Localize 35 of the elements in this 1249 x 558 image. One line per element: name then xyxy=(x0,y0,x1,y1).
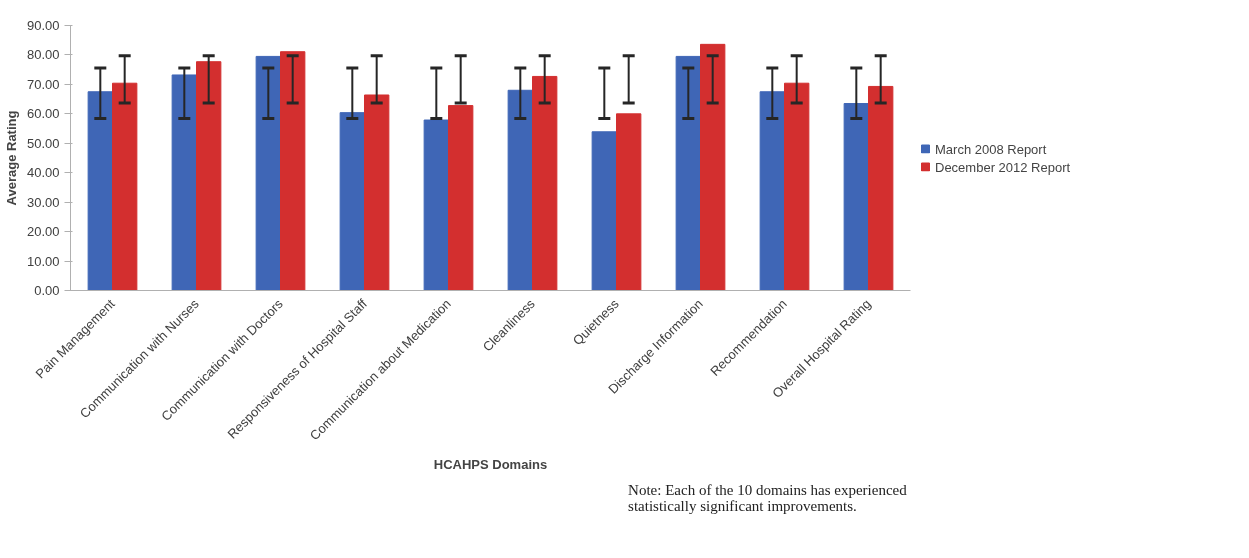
bar xyxy=(532,75,558,291)
text: Note: Each of the 10 domains has experienced statistically significant improvements. xyxy=(628,481,908,514)
bar xyxy=(700,43,726,291)
bar xyxy=(675,55,701,291)
y-tick-label: 90.00 xyxy=(26,18,60,33)
bar xyxy=(339,112,365,291)
bar xyxy=(255,55,281,291)
bar xyxy=(591,131,617,291)
y-tick-label: 70.00 xyxy=(26,76,60,92)
bar xyxy=(112,82,138,291)
bar xyxy=(507,89,533,291)
y-tick-label: 50.00 xyxy=(26,135,60,151)
bar xyxy=(280,51,306,291)
bar xyxy=(759,91,785,291)
bar xyxy=(784,82,810,291)
y-tick-label: 30.00 xyxy=(26,194,60,210)
y-tick-label: 40.00 xyxy=(26,165,60,181)
y-tick-label: 60.00 xyxy=(26,106,60,122)
bar xyxy=(171,74,197,291)
bar xyxy=(616,113,642,291)
legend-label: December 2012 Report xyxy=(935,159,1071,174)
bar xyxy=(423,119,449,291)
y-tick-label: 10.00 xyxy=(26,253,60,269)
bar xyxy=(364,94,390,291)
bar xyxy=(196,61,222,291)
x-axis-title: HCAHPS Domains xyxy=(433,456,548,472)
y-tick-label: 80.00 xyxy=(26,47,60,63)
legend-label: March 2008 Report xyxy=(935,141,1047,156)
y-tick-label: 20.00 xyxy=(26,224,60,240)
bar xyxy=(868,85,894,291)
y-tick-label: 0.00 xyxy=(34,283,60,298)
bar xyxy=(87,91,113,291)
y-axis-title: Average Rating xyxy=(3,110,19,206)
bar xyxy=(843,103,869,291)
bar xyxy=(448,105,474,291)
